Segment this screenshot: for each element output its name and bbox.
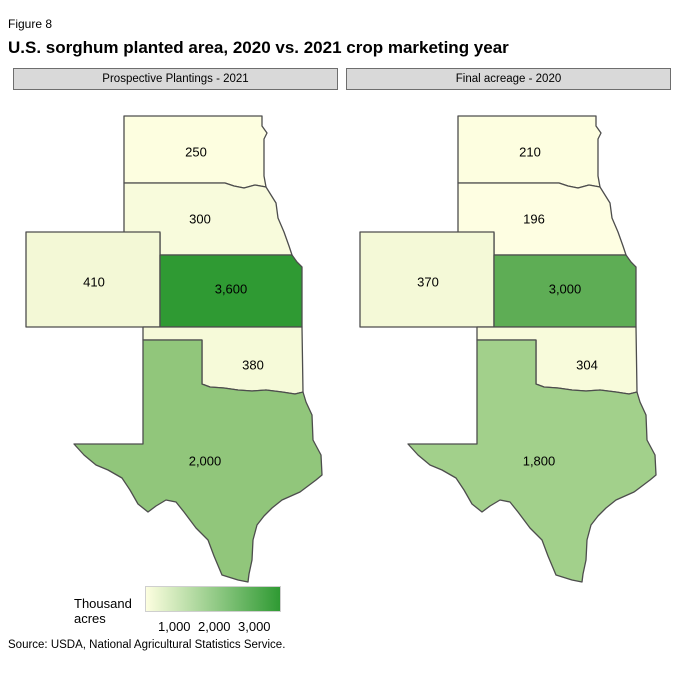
state-value-ks-2020: 3,000 bbox=[549, 281, 582, 296]
figure-title: U.S. sorghum planted area, 2020 vs. 2021… bbox=[8, 38, 509, 57]
state-value-ne-2020: 196 bbox=[523, 211, 545, 226]
legend-tick-3000: 3,000 bbox=[238, 619, 271, 634]
state-value-sd-2020: 210 bbox=[519, 144, 541, 159]
figure-label: Figure 8 bbox=[8, 17, 53, 31]
state-value-ok-2021: 380 bbox=[242, 357, 264, 372]
state-value-co-2020: 370 bbox=[417, 274, 439, 289]
state-value-sd-2021: 250 bbox=[185, 144, 207, 159]
legend-tick-2000: 2,000 bbox=[198, 619, 231, 634]
map-panel-2021: 250 300 410 3,600 380 2,000 bbox=[25, 115, 323, 583]
legend-tick-1000: 1,000 bbox=[158, 619, 191, 634]
state-value-co-2021: 410 bbox=[83, 274, 105, 289]
state-value-tx-2021: 2,000 bbox=[189, 453, 222, 468]
state-tx-2021 bbox=[73, 339, 323, 583]
state-value-ok-2020: 304 bbox=[576, 357, 598, 372]
source-note: Source: USDA, National Agricultural Stat… bbox=[8, 639, 286, 651]
panel-header-2021: Prospective Plantings - 2021 bbox=[13, 68, 338, 90]
state-value-tx-2020: 1,800 bbox=[523, 453, 556, 468]
state-tx-2020 bbox=[407, 339, 657, 583]
panel-header-2020: Final acreage - 2020 bbox=[346, 68, 671, 90]
map-panel-2020: 210 196 370 3,000 304 1,800 bbox=[359, 115, 657, 583]
state-value-ks-2021: 3,600 bbox=[215, 281, 248, 296]
state-value-ne-2021: 300 bbox=[189, 211, 211, 226]
legend-color-bar bbox=[145, 586, 281, 612]
legend-title: Thousand acres bbox=[74, 596, 132, 626]
